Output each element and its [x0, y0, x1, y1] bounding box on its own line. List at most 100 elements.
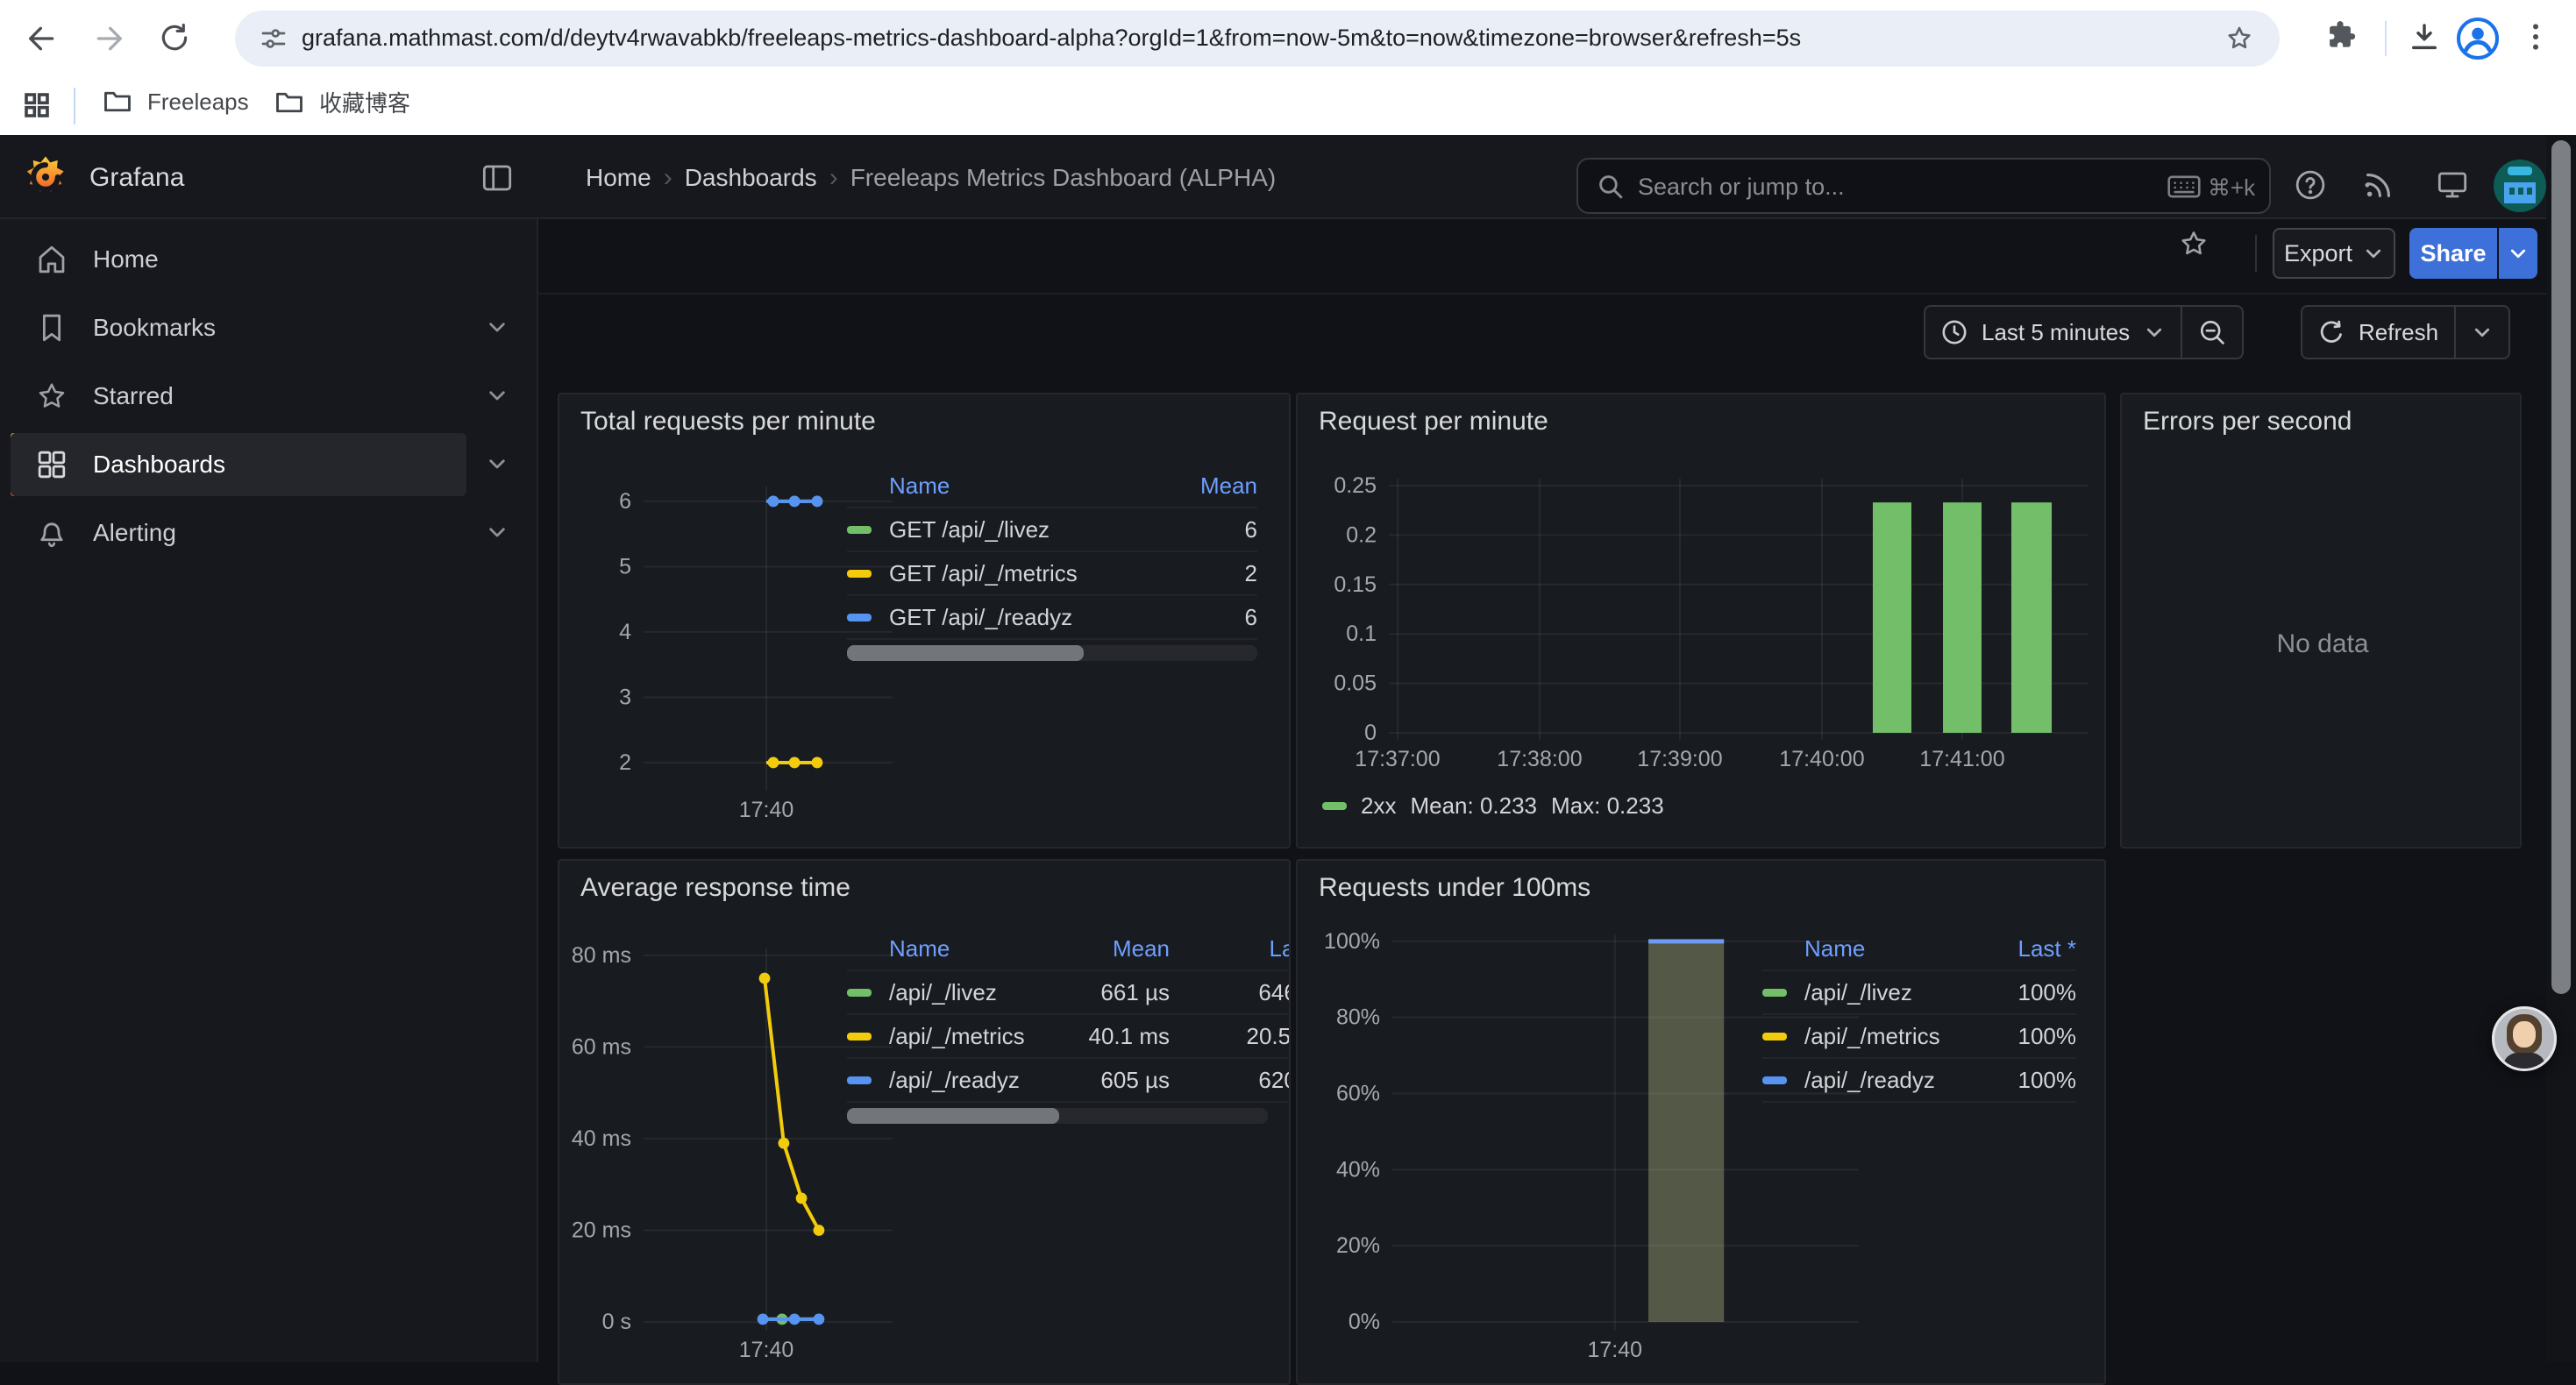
site-settings-icon[interactable]: [258, 23, 289, 54]
monitor-icon[interactable]: [2436, 168, 2469, 202]
sidebar-item-label: Dashboards: [93, 451, 225, 479]
legend-row[interactable]: /api/_/metrics 40.1 ms 20.5 ms: [847, 1015, 1291, 1059]
legend-row[interactable]: GET /api/_/metrics 2: [847, 552, 1257, 596]
sidebar-item-dashboards[interactable]: Dashboards: [11, 433, 466, 496]
legend-row[interactable]: /api/_/livez 100%: [1762, 971, 2076, 1015]
apps-grid-icon[interactable]: [21, 89, 53, 121]
home-icon: [35, 243, 68, 276]
user-avatar[interactable]: [2494, 160, 2546, 212]
svg-text:40%: 40%: [1336, 1157, 1380, 1182]
legend-row[interactable]: /api/_/readyz 605 µs 620 µs: [847, 1059, 1291, 1103]
floating-assistant-avatar[interactable]: [2492, 1006, 2557, 1071]
col-name[interactable]: Name: [889, 935, 1073, 962]
share-menu-button[interactable]: [2499, 228, 2537, 279]
search-shortcut: ⌘+k: [2208, 174, 2255, 202]
col-name[interactable]: Name: [889, 472, 1135, 500]
panel-title[interactable]: Request per minute: [1319, 407, 1548, 437]
grafana-logo[interactable]: [23, 154, 68, 200]
refresh-button[interactable]: Refresh: [2302, 307, 2454, 358]
legend-row[interactable]: /api/_/metrics 100%: [1762, 1015, 2076, 1059]
legend-scrollbar[interactable]: [847, 645, 1257, 661]
chevron-down-icon[interactable]: [486, 521, 509, 543]
chevron-down-icon[interactable]: [486, 384, 509, 407]
breadcrumb-home[interactable]: Home: [586, 164, 651, 192]
address-bar[interactable]: grafana.mathmast.com/d/deytv4rwavabkb/fr…: [235, 11, 2280, 67]
series-max: Max: 0.233: [1551, 792, 1664, 820]
series-color-pill: [1762, 1033, 1787, 1041]
sidebar-item-bookmarks[interactable]: Bookmarks: [11, 296, 466, 359]
col-mean[interactable]: Mean: [1135, 472, 1257, 500]
search-input[interactable]: Search or jump to... ⌘+k: [1576, 158, 2271, 214]
svg-text:6: 6: [619, 489, 631, 514]
bookmark-folder-freeleaps[interactable]: Freeleaps: [102, 86, 249, 117]
chevron-down-icon: [2144, 322, 2165, 343]
reload-icon[interactable]: [158, 21, 191, 54]
forward-icon[interactable]: [91, 21, 126, 56]
svg-text:80%: 80%: [1336, 1005, 1380, 1030]
col-last[interactable]: Last *: [1170, 935, 1291, 962]
chevron-down-icon[interactable]: [486, 316, 509, 338]
svg-text:17:41:00: 17:41:00: [1919, 747, 2004, 771]
zoom-out-icon: [2198, 318, 2226, 346]
refresh-label: Refresh: [2359, 319, 2438, 346]
panel-title[interactable]: Average response time: [580, 873, 850, 903]
chevron-down-icon[interactable]: [486, 452, 509, 475]
favorite-star-icon[interactable]: [2178, 228, 2210, 259]
time-range-picker[interactable]: Last 5 minutes: [1925, 307, 2181, 358]
bookmark-star-icon[interactable]: [2224, 23, 2255, 54]
bookmark-folder-blogs[interactable]: 收藏博客: [274, 86, 410, 118]
series-name[interactable]: 2xx: [1361, 792, 1396, 820]
sidebar-item-alerting[interactable]: Alerting: [11, 501, 466, 565]
col-name[interactable]: Name: [1804, 935, 1980, 962]
request-per-minute-chart[interactable]: 0.250.20.150.10.05017:37:0017:38:0017:39…: [1298, 394, 2106, 849]
refresh-interval-button[interactable]: [2454, 307, 2508, 358]
sidebar-item-label: Starred: [93, 382, 174, 410]
bell-icon: [35, 516, 68, 550]
star-icon: [35, 380, 68, 413]
series-color-pill: [1762, 989, 1787, 997]
url-text[interactable]: grafana.mathmast.com/d/deytv4rwavabkb/fr…: [302, 25, 2248, 52]
panel-title[interactable]: Total requests per minute: [580, 407, 876, 437]
extensions-icon[interactable]: [2322, 19, 2359, 56]
back-icon[interactable]: [25, 21, 60, 56]
chevron-right-icon: ›: [817, 163, 850, 193]
bookmark-label: 收藏博客: [319, 86, 410, 118]
panel-title[interactable]: Errors per second: [2143, 407, 2352, 437]
sidebar-item-starred[interactable]: Starred: [11, 365, 466, 428]
legend-scrollbar[interactable]: [847, 1108, 1268, 1124]
col-last[interactable]: Last *: [1980, 935, 2076, 962]
legend-row[interactable]: /api/_/livez 661 µs 646 µs: [847, 971, 1291, 1015]
zoom-out-button[interactable]: [2181, 307, 2242, 358]
browser-menu-icon[interactable]: [2518, 19, 2553, 54]
share-button[interactable]: Share: [2409, 228, 2497, 279]
chevron-down-icon: [2508, 243, 2529, 264]
download-icon[interactable]: [2406, 19, 2443, 56]
grafana-brand[interactable]: Grafana: [89, 163, 184, 193]
svg-text:17:40: 17:40: [739, 798, 794, 822]
svg-text:60%: 60%: [1336, 1081, 1380, 1105]
bookmarks-separator: [74, 88, 75, 124]
rss-icon[interactable]: [2362, 168, 2395, 202]
actions-separator: [2255, 235, 2257, 272]
svg-text:0: 0: [1364, 721, 1377, 745]
dock-menu-icon[interactable]: [480, 161, 514, 195]
col-mean[interactable]: Mean: [1073, 935, 1170, 962]
panel-title[interactable]: Requests under 100ms: [1319, 873, 1590, 903]
page-scrollbar-thumb[interactable]: [2551, 140, 2571, 994]
legend-row[interactable]: GET /api/_/readyz 6: [847, 596, 1257, 640]
help-icon[interactable]: [2294, 168, 2327, 202]
chevron-down-icon: [2363, 243, 2384, 264]
refresh-icon: [2318, 319, 2345, 345]
breadcrumb-dashboards[interactable]: Dashboards: [685, 164, 817, 192]
profile-icon[interactable]: [2455, 16, 2501, 61]
sidebar: Home Bookmarks Starred Dashboards Alerti…: [0, 219, 538, 1362]
legend-inline[interactable]: 2xx Mean: 0.233 Max: 0.233: [1322, 792, 1664, 820]
legend-table: Name Mean Last * /api/_/livez 661 µs 646…: [847, 927, 1291, 1124]
svg-text:0 s: 0 s: [602, 1310, 631, 1334]
legend-row[interactable]: /api/_/readyz 100%: [1762, 1059, 2076, 1103]
bookmarks-bar: Freeleaps 收藏博客: [0, 77, 2576, 135]
sidebar-item-label: Alerting: [93, 519, 176, 547]
export-button[interactable]: Export: [2273, 228, 2395, 279]
legend-row[interactable]: GET /api/_/livez 6: [847, 508, 1257, 552]
sidebar-item-home[interactable]: Home: [11, 228, 466, 291]
